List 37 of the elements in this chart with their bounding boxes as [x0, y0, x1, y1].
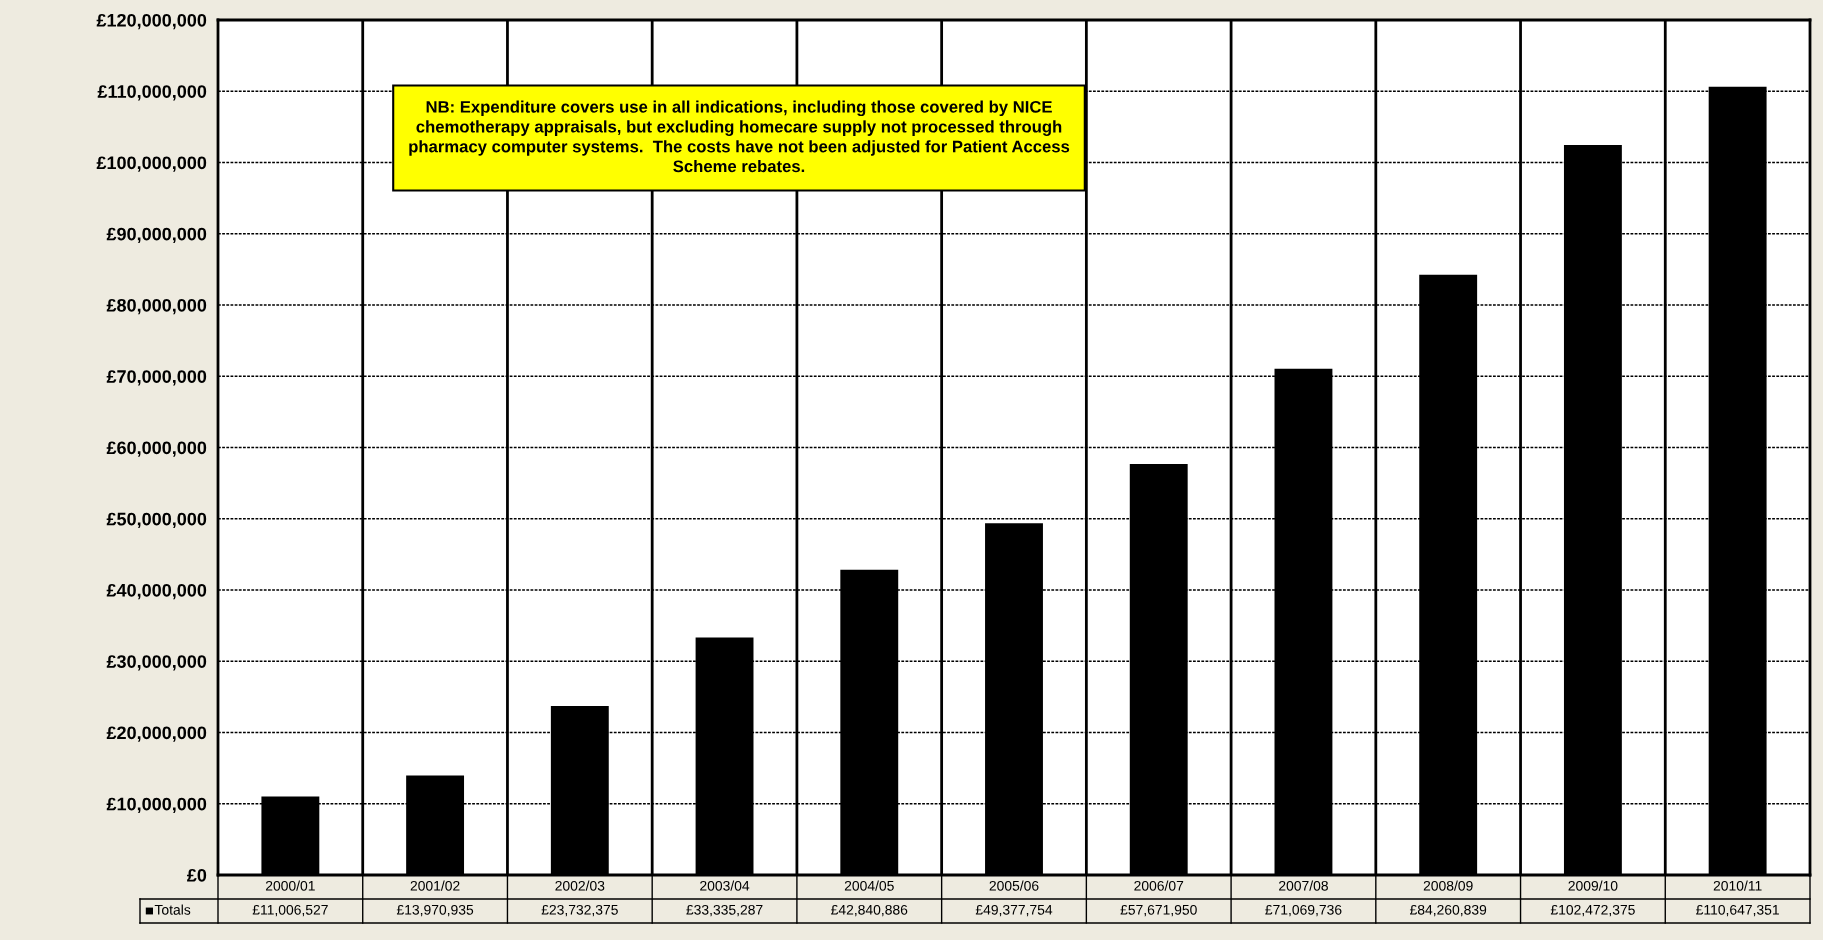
y-tick-label: £110,000,000 — [97, 85, 207, 101]
y-tick-label: £80,000,000 — [106, 298, 207, 315]
x-tick-label: 2002/03 — [555, 880, 605, 891]
data-label: £13,970,935 — [396, 904, 474, 917]
data-label: £11,006,527 — [252, 904, 328, 917]
data-label: £23,732,375 — [541, 904, 618, 917]
annotation: NB: Expenditure covers use in all indications, including those covered by NICE chemotherapy appraisals, but excluding homecare supply not processed through pharmacy computer systems. The costs have not been adjusted for Patient Access Scheme rebates. — [409, 100, 1070, 173]
x-tick-label: 2005/06 — [989, 880, 1039, 891]
y-tick-label: £90,000,000 — [106, 227, 207, 244]
x-tick-label: 2004/05 — [844, 880, 894, 891]
x-tick-label: 2007/08 — [1279, 880, 1328, 891]
y-tick-label: £40,000,000 — [106, 583, 207, 600]
data-label: £71,069,736 — [1265, 904, 1342, 917]
data-label: £49,377,754 — [975, 904, 1053, 917]
legend-label: Totals — [154, 904, 191, 915]
x-tick-label: 2006/07 — [1134, 880, 1184, 891]
y-tick-label: £50,000,000 — [106, 512, 207, 529]
y-tick-label: £100,000,000 — [96, 156, 207, 172]
y-tick-label: £0 — [186, 868, 207, 882]
y-tick-label: £120,000,000 — [96, 13, 207, 30]
data-label: £110,647,351 — [1696, 904, 1779, 917]
data-label: £57,671,950 — [1120, 904, 1197, 917]
x-tick-label: 2009/10 — [1568, 880, 1618, 891]
data-label: £33,335,287 — [686, 904, 763, 917]
y-tick-label: £60,000,000 — [106, 441, 207, 457]
data-label: £84,260,839 — [1409, 904, 1487, 917]
x-tick-label: 2000/01 — [265, 880, 315, 891]
x-tick-label: 2010/11 — [1713, 880, 1762, 891]
y-tick-label: £70,000,000 — [106, 370, 207, 386]
y-tick-label: £30,000,000 — [106, 655, 207, 671]
data-label: £42,840,886 — [831, 904, 908, 917]
x-tick-label: 2001/02 — [410, 880, 460, 891]
x-tick-label: 2003/04 — [700, 880, 750, 891]
data-label: £102,472,375 — [1550, 904, 1635, 917]
x-tick-label: 2008/09 — [1423, 880, 1473, 891]
y-tick-label: £20,000,000 — [106, 726, 207, 742]
y-tick-label: £10,000,000 — [106, 797, 207, 814]
